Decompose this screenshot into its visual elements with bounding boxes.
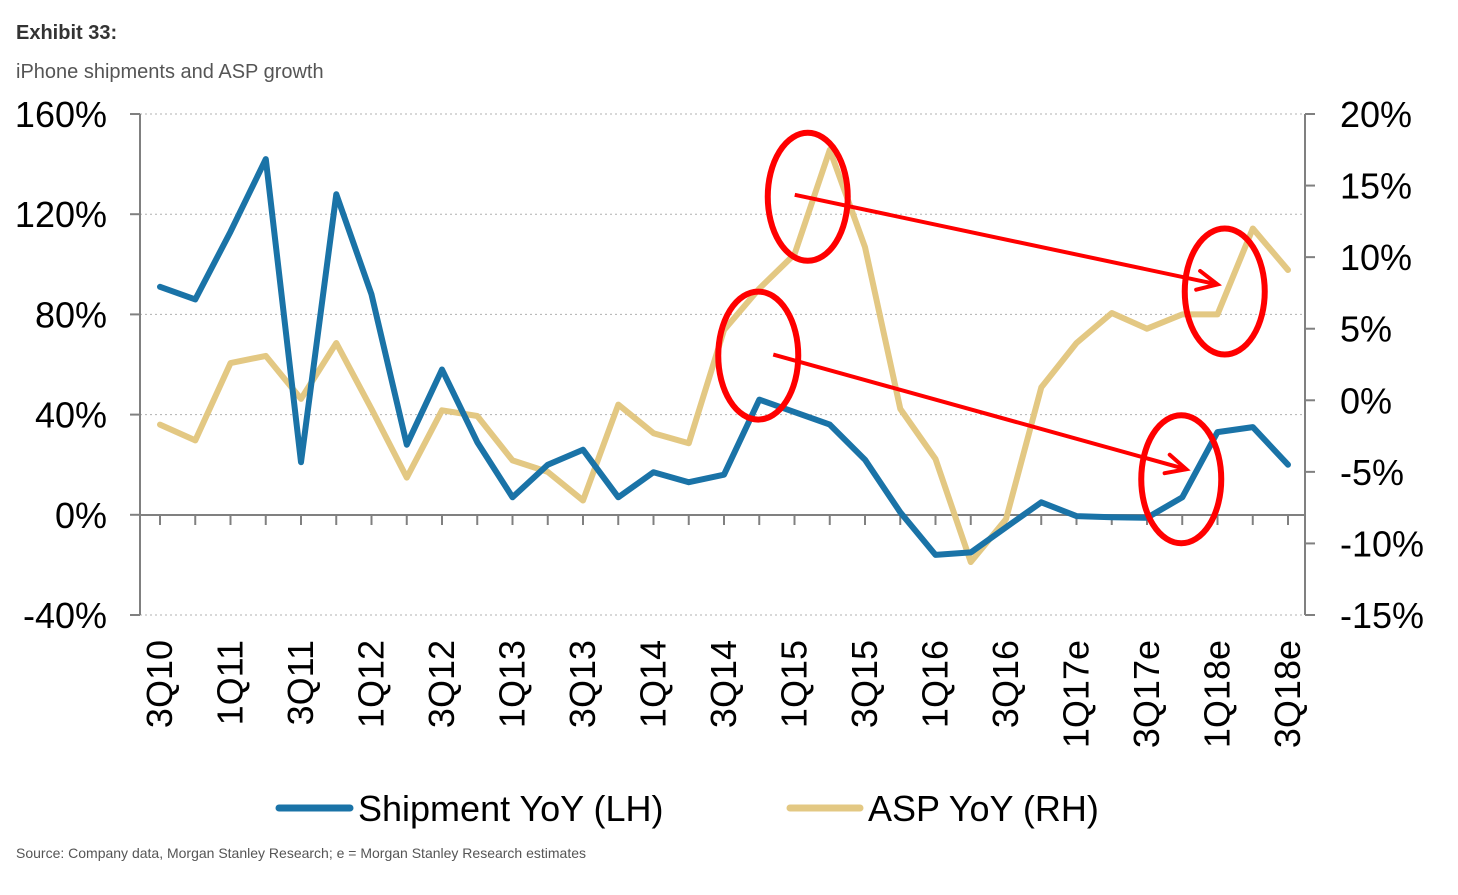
x-tick-label: 3Q17e [1126, 640, 1167, 748]
annotation-ellipse [764, 129, 851, 264]
x-tick-label: 1Q17e [1056, 640, 1097, 748]
left-tick-label: 160% [15, 94, 107, 135]
left-tick-label: -40% [23, 595, 107, 636]
left-tick-label: 0% [55, 495, 107, 536]
right-tick-label: 10% [1340, 237, 1412, 278]
x-tick-label: 1Q18e [1197, 640, 1238, 748]
right-tick-label: 20% [1340, 94, 1412, 135]
legend-label-asp: ASP YoY (RH) [868, 788, 1099, 829]
legend: Shipment YoY (LH) ASP YoY (RH) [275, 788, 1099, 829]
right-tick-label: -5% [1340, 452, 1404, 493]
x-tick-label: 3Q10 [139, 640, 180, 728]
x-tick-label: 1Q12 [351, 640, 392, 728]
x-tick-label: 3Q11 [280, 640, 321, 725]
series-lines [157, 146, 1291, 565]
x-tick-label: 3Q12 [421, 640, 462, 728]
annotation-ellipse [1138, 412, 1225, 547]
x-tick-label: 1Q16 [915, 640, 956, 728]
legend-label-shipment: Shipment YoY (LH) [358, 788, 664, 829]
annotation-ellipse [715, 288, 802, 423]
x-tick-label: 1Q15 [774, 640, 815, 728]
x-tick-label: 3Q13 [562, 640, 603, 728]
annotation-ellipse [1181, 225, 1268, 358]
left-tick-label: 80% [35, 294, 107, 335]
chart-subtitle: iPhone shipments and ASP growth [16, 61, 324, 83]
x-tick-label: 1Q14 [633, 640, 674, 728]
source-note: Source: Company data, Morgan Stanley Res… [16, 845, 587, 861]
shipment-series-line [157, 156, 1291, 558]
annotation-arrow-head [1194, 268, 1222, 292]
x-tick-label: 3Q14 [703, 640, 744, 728]
right-tick-label: 15% [1340, 166, 1412, 207]
x-tick-label: 1Q13 [492, 640, 533, 728]
annotation-arrow-head [1162, 452, 1191, 476]
right-tick-label: 0% [1340, 380, 1392, 421]
right-tick-label: -15% [1340, 595, 1424, 636]
exhibit-label: Exhibit 33: [16, 22, 118, 44]
right-tick-label: -10% [1340, 523, 1424, 564]
annotations [715, 129, 1268, 547]
x-tick-label: 3Q15 [844, 640, 885, 728]
x-tick-label: 3Q18e [1267, 640, 1308, 748]
x-tick-label: 1Q11 [210, 640, 251, 725]
right-tick-label: 5% [1340, 309, 1392, 350]
axes: 160% 120% 80% 40% 0% -40% 20% 15% 10% 5% 0% -5% -10%… [15, 94, 1424, 748]
left-tick-label: 40% [35, 395, 107, 436]
left-tick-label: 120% [15, 194, 107, 235]
annotation-arrow [772, 352, 1187, 472]
x-tick-label: 3Q16 [985, 640, 1026, 728]
asp-series-line [157, 146, 1291, 565]
annotation-arrow [794, 192, 1218, 287]
